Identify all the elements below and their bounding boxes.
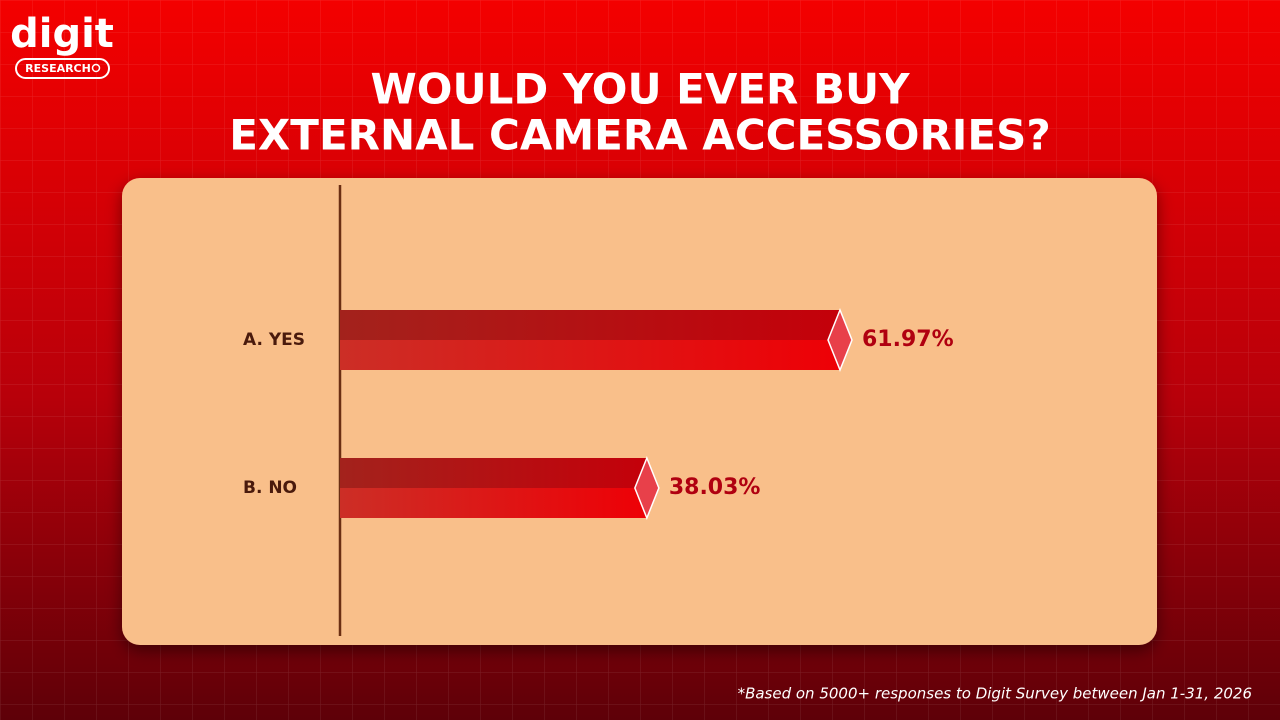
value-label: 38.03% — [669, 475, 761, 500]
chart-panel — [122, 178, 1157, 645]
value-label: 61.97% — [862, 327, 954, 352]
chart-title: WOULD YOU EVER BUY — [370, 65, 910, 114]
category-label: B. NO — [243, 478, 297, 498]
bar — [340, 310, 840, 370]
bar-tip — [827, 307, 853, 373]
bar — [340, 458, 647, 518]
footnote: *Based on 5000+ responses to Digit Surve… — [738, 685, 1252, 703]
brand-badge — [15, 58, 110, 79]
chart-title: EXTERNAL CAMERA ACCESSORIES? — [229, 111, 1051, 160]
search-icon — [91, 63, 101, 73]
category-label: A. YES — [243, 330, 305, 350]
bar-tip — [634, 455, 660, 521]
brand-name: digit — [10, 11, 114, 57]
brand-tag: RESEARCH — [25, 62, 91, 75]
